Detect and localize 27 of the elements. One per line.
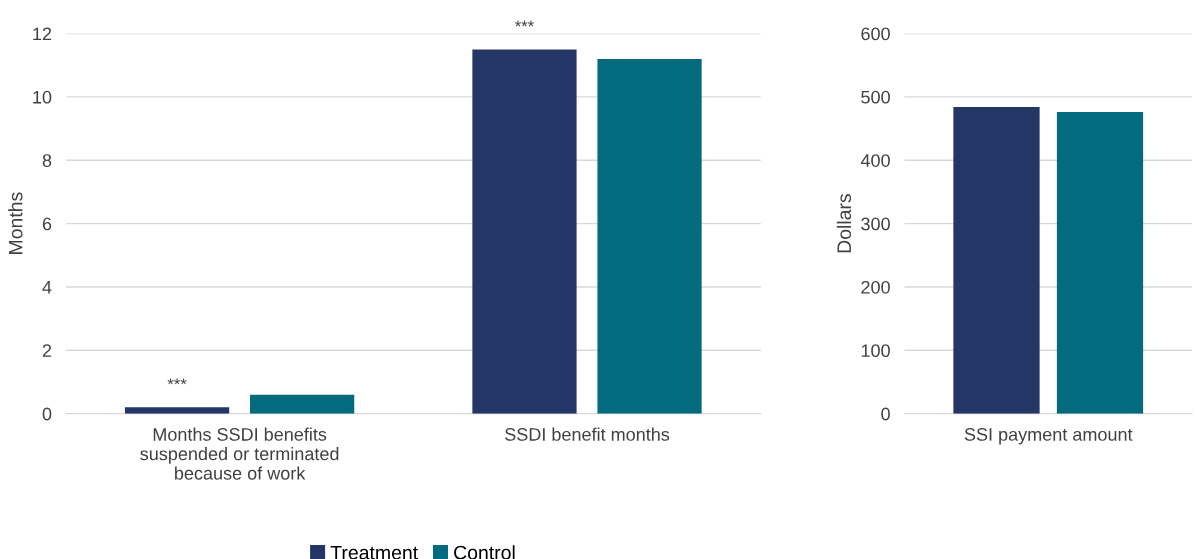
- bar: [597, 58, 702, 414]
- y-tick-label: 200: [861, 280, 890, 294]
- legend-label: Control: [454, 545, 515, 559]
- y-tick-label: 4: [42, 281, 52, 294]
- x-tick-label: SSI payment amount: [964, 428, 1133, 445]
- y-tick-label: 6: [42, 217, 52, 231]
- y-tick-label: 500: [861, 90, 890, 104]
- annotation: ***: [167, 378, 187, 385]
- y-tick-label: 300: [861, 217, 890, 231]
- y-tick-label: 0: [881, 407, 890, 421]
- y-tick-label: 600: [861, 27, 890, 41]
- y-axis-title: Dollars: [836, 194, 852, 253]
- legend-label: Treatment: [330, 545, 418, 559]
- bar: [472, 49, 577, 414]
- y-tick-label: 8: [42, 154, 52, 167]
- y-tick-label: 400: [860, 154, 890, 167]
- bar: [124, 407, 230, 414]
- y-tick-label: 0: [42, 407, 52, 421]
- y-axis-title: Months: [8, 192, 23, 254]
- x-tick-label: Months SSDI benefits suspended or terminated because of work: [140, 427, 339, 480]
- y-tick-label: 12: [33, 27, 52, 41]
- bar: [250, 394, 355, 414]
- y-tick-label: 2: [42, 344, 52, 357]
- text: ***: [515, 20, 534, 27]
- y-tick-label: 10: [33, 90, 52, 104]
- y-tick-label: 100: [861, 344, 890, 358]
- x-tick-label: SSDI benefit months: [505, 427, 670, 441]
